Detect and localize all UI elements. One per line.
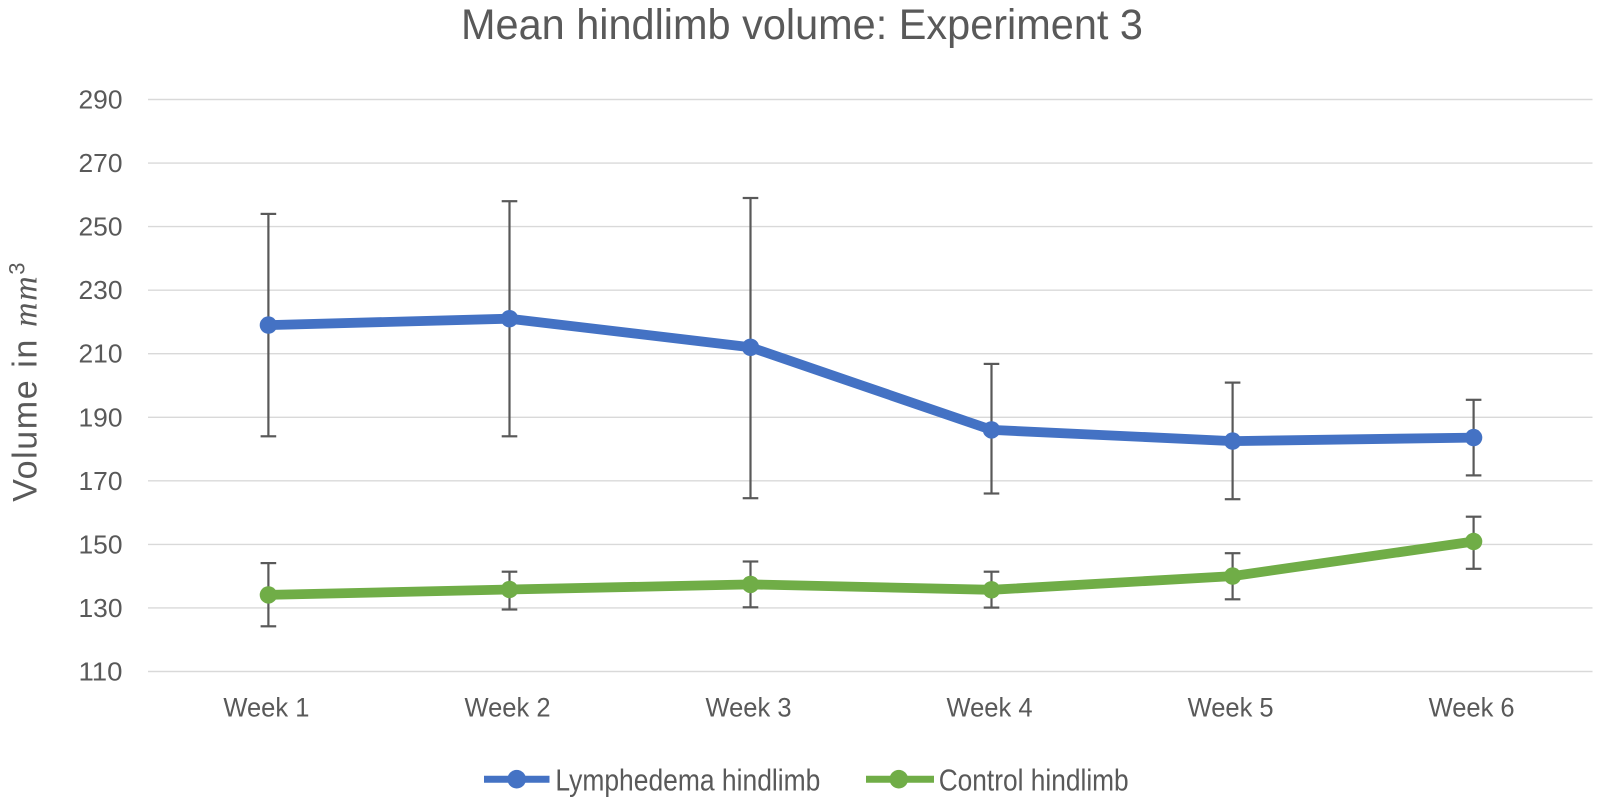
svg-text:230: 230 — [79, 275, 123, 305]
svg-text:130: 130 — [79, 593, 123, 623]
svg-text:150: 150 — [79, 529, 123, 559]
svg-text:270: 270 — [79, 148, 123, 178]
svg-text:210: 210 — [79, 339, 123, 369]
svg-text:Mean hindlimb volume: Experime: Mean hindlimb volume: Experiment 3 — [461, 1, 1143, 49]
svg-text:Week 5: Week 5 — [1188, 693, 1274, 723]
svg-text:Week 1: Week 1 — [223, 693, 309, 723]
svg-text:Lymphedema hindlimb: Lymphedema hindlimb — [555, 763, 820, 798]
svg-text:Week 4: Week 4 — [947, 693, 1033, 723]
svg-text:Week 3: Week 3 — [706, 693, 792, 723]
svg-text:Week 2: Week 2 — [465, 693, 551, 723]
svg-text:190: 190 — [79, 402, 123, 432]
svg-text:110: 110 — [79, 657, 123, 687]
svg-text:250: 250 — [79, 212, 123, 242]
svg-text:170: 170 — [79, 466, 123, 496]
svg-text:290: 290 — [79, 85, 123, 115]
svg-text:Volume in mm3: Volume in mm3 — [4, 261, 44, 502]
svg-text:Control hindlimb: Control hindlimb — [939, 763, 1129, 798]
svg-text:Week 6: Week 6 — [1429, 693, 1515, 723]
